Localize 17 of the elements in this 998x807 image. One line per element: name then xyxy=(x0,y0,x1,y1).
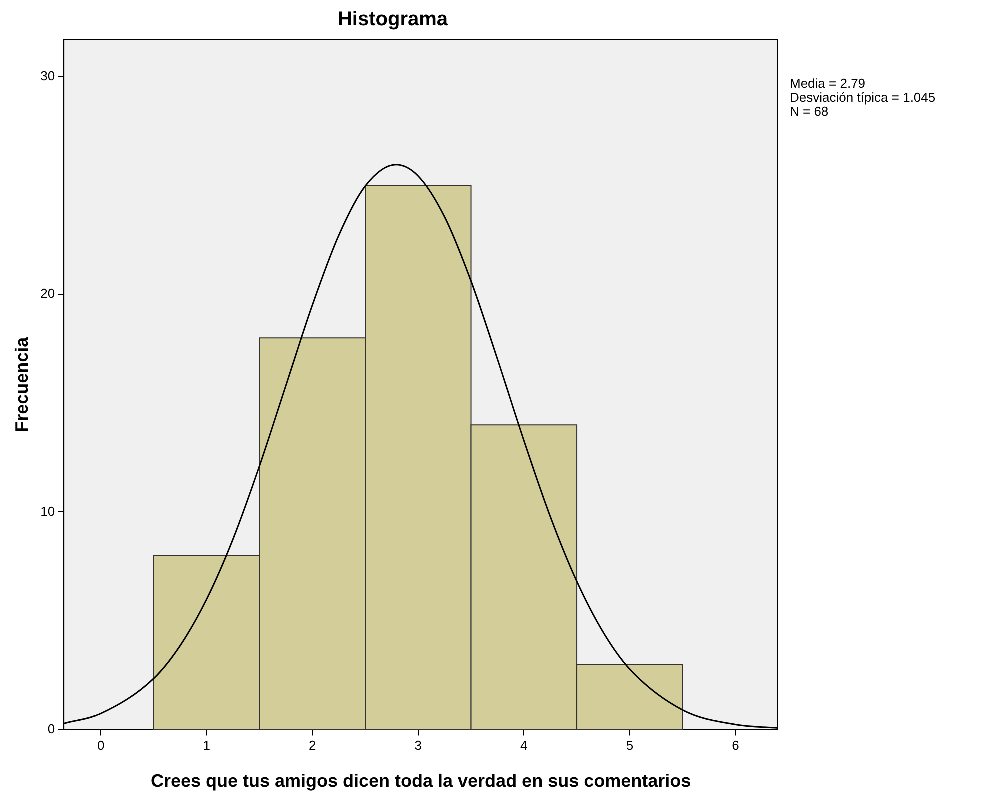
text: Desviación típica = 1.045 xyxy=(790,90,936,106)
x-axis-title: Crees que tus amigos dicen toda la verdad en sus comentarios xyxy=(150,771,692,792)
y-axis-title: Frecuencia xyxy=(12,336,32,432)
chart-title: Histograma xyxy=(338,8,449,31)
text: N = 68 xyxy=(790,104,829,120)
x-tick-label: 5 xyxy=(626,738,634,754)
x-tick-label: 0 xyxy=(97,738,105,754)
x-tick-label: 6 xyxy=(732,738,740,754)
x-tick-label: 3 xyxy=(414,738,422,754)
x-tick-label: 1 xyxy=(203,738,210,754)
x-tick-label: 4 xyxy=(520,738,528,754)
text: Media = 2.79 xyxy=(790,76,866,92)
x-tick-label: 2 xyxy=(309,738,316,754)
y-tick-label: 20 xyxy=(40,286,56,302)
y-tick-label: 10 xyxy=(40,504,56,519)
y-tick-label: 30 xyxy=(40,68,56,84)
y-tick-label: 0 xyxy=(48,721,56,736)
